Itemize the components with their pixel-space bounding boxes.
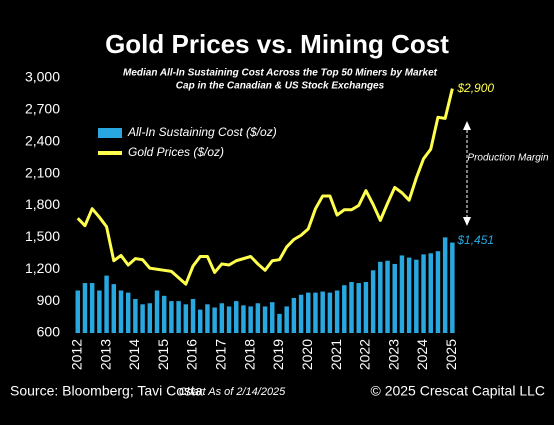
bar: [219, 303, 225, 333]
x-tick-label: 2024: [414, 339, 430, 370]
bar: [442, 237, 448, 333]
bar: [169, 301, 174, 333]
bar: [226, 306, 232, 333]
x-tick-label: 2019: [270, 339, 286, 370]
bar: [125, 292, 131, 333]
bar: [421, 254, 426, 333]
bar: [342, 285, 347, 333]
bar: [270, 302, 275, 333]
y-tick-label: 2,400: [25, 132, 60, 148]
x-tick-label: 2023: [385, 339, 401, 370]
x-tick-label: 2021: [328, 339, 344, 370]
y-tick-label: 1,800: [25, 196, 60, 212]
bar: [414, 259, 419, 333]
bar: [248, 306, 253, 333]
bar: [378, 261, 383, 333]
bar: [306, 292, 311, 333]
value-label: $2,900: [456, 81, 494, 95]
bar: [205, 304, 210, 333]
bar: [298, 294, 304, 333]
x-tick-label: 2025: [443, 339, 459, 370]
y-tick-label: 1,200: [25, 260, 60, 276]
legend-label: Gold Prices ($/oz): [128, 145, 224, 159]
bar: [349, 282, 354, 333]
x-tick-label: 2016: [184, 339, 200, 370]
bar: [313, 292, 318, 333]
margin-arrow: [463, 121, 471, 226]
bar: [161, 295, 167, 333]
x-tick-label: 2012: [68, 339, 84, 370]
x-tick-label: 2015: [155, 339, 171, 370]
gold-line: [76, 88, 454, 286]
bar: [133, 299, 138, 333]
y-tick-label: 2,700: [25, 101, 60, 117]
bar: [370, 270, 376, 333]
y-tick-label: 900: [37, 292, 61, 308]
bar: [147, 303, 153, 333]
bar: [356, 283, 361, 333]
bar: [327, 292, 333, 333]
bar: [190, 299, 196, 333]
bar: [406, 257, 412, 333]
bar: [154, 290, 160, 333]
bar: [385, 260, 390, 333]
legend-swatch: [98, 128, 122, 138]
bar: [197, 309, 203, 333]
bar: [176, 301, 181, 333]
y-tick-label: 1,500: [25, 228, 60, 244]
bar: [212, 307, 217, 333]
x-tick-label: 2017: [213, 339, 229, 370]
bar: [320, 291, 325, 333]
x-tick-label: 2022: [357, 339, 373, 370]
bar: [111, 284, 117, 333]
bar: [183, 304, 189, 333]
value-label: $1,451: [456, 233, 494, 247]
bar: [89, 283, 95, 333]
bar: [363, 282, 369, 333]
date-note: Chart As of 2/14/2025: [179, 386, 286, 398]
legend-label: All-In Sustaining Cost ($/oz): [127, 125, 277, 139]
annotation: Production Margin: [467, 153, 549, 164]
bar: [435, 251, 441, 333]
chart-title: Gold Prices vs. Mining Cost: [105, 29, 449, 59]
bar: [104, 275, 109, 333]
bar: [450, 242, 455, 333]
bar: [234, 301, 239, 333]
bar: [399, 255, 405, 333]
bar: [82, 283, 88, 333]
bar: [291, 297, 297, 333]
bar: [97, 290, 102, 333]
bar: [241, 305, 246, 333]
copyright: © 2025 Crescat Capital LLC: [370, 383, 545, 399]
bar: [262, 306, 268, 333]
subtitle: Median All-In Sustaining Cost Across the…: [123, 68, 438, 79]
y-tick-label: 600: [37, 324, 61, 340]
bar: [392, 263, 397, 333]
y-tick-label: 2,100: [25, 164, 60, 180]
bar: [75, 290, 80, 333]
x-tick-label: 2018: [241, 339, 257, 370]
bar: [118, 290, 124, 333]
bar: [284, 306, 289, 333]
bar: [428, 253, 433, 333]
x-tick-label: 2020: [299, 339, 315, 370]
bar: [334, 290, 340, 333]
bar: [140, 304, 145, 333]
bar: [255, 303, 261, 333]
subtitle: Cap in the Canadian & US Stock Exchanges: [176, 81, 385, 92]
bar: [277, 313, 282, 333]
y-tick-label: 3,000: [25, 69, 60, 85]
x-tick-label: 2013: [97, 339, 113, 370]
x-tick-label: 2014: [126, 339, 142, 370]
source: Source: Bloomberg; Tavi Costa: [10, 383, 203, 399]
